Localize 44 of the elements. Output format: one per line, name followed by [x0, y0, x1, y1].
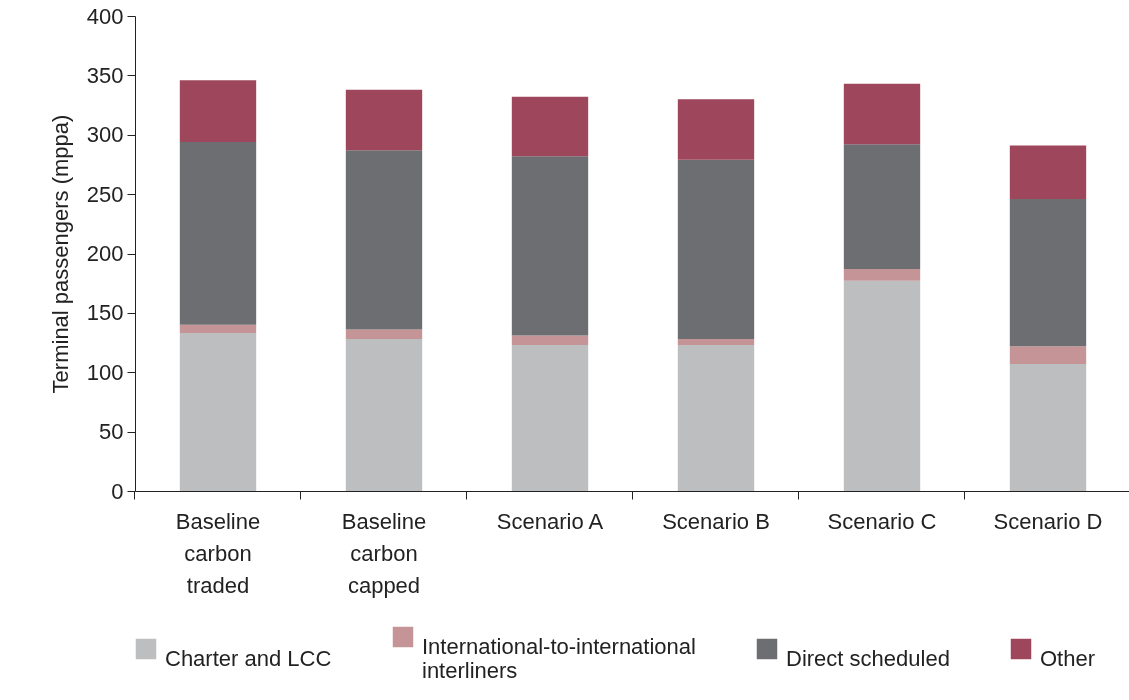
y-tick-label: 200 [86, 241, 124, 266]
x-tick-label: Scenario D [993, 508, 1103, 534]
bar [843, 268, 921, 281]
bar [345, 339, 423, 491]
bar [179, 80, 257, 142]
legend-label: Other [1040, 646, 1096, 671]
bar [511, 335, 589, 345]
bar [511, 344, 589, 491]
bar [179, 324, 257, 334]
y-axis-title: Terminal passengers (mppa) [47, 114, 73, 394]
x-tick-label: Scenario A [496, 508, 604, 534]
y-tick-label: 300 [86, 122, 124, 148]
bar [843, 83, 921, 145]
legend-label: Charter and LCC [165, 646, 332, 671]
bar [677, 344, 755, 491]
bar [843, 280, 921, 491]
y-tick-label: 350 [86, 62, 124, 88]
y-tick-label: 150 [86, 300, 124, 326]
legend-label: International-to-international interliners [422, 634, 696, 683]
bar [511, 96, 589, 157]
bar [677, 159, 755, 339]
bar [179, 333, 257, 491]
bar [345, 329, 423, 339]
y-tick-label: 250 [86, 181, 124, 207]
bar [1009, 145, 1087, 199]
x-tick-label: Scenario C [827, 508, 937, 534]
bar [1009, 198, 1087, 347]
bar [843, 144, 921, 269]
y-tick-label: 50 [99, 419, 124, 445]
x-tick-label: Scenario B [662, 508, 770, 534]
x-tick-label: Baseline carbon capped [341, 508, 427, 598]
bar [345, 150, 423, 330]
bar [1009, 346, 1087, 364]
bar [677, 99, 755, 160]
y-tick-label: 100 [86, 359, 124, 385]
x-tick-label: Baseline carbon traded [175, 508, 261, 598]
legend-label: Direct scheduled [786, 646, 950, 671]
bar [511, 156, 589, 336]
bar [1009, 363, 1087, 491]
y-tick-label: 0 [111, 478, 124, 504]
bar [677, 339, 755, 345]
bar [179, 141, 257, 325]
y-tick-label: 400 [86, 3, 124, 29]
bar [345, 89, 423, 151]
